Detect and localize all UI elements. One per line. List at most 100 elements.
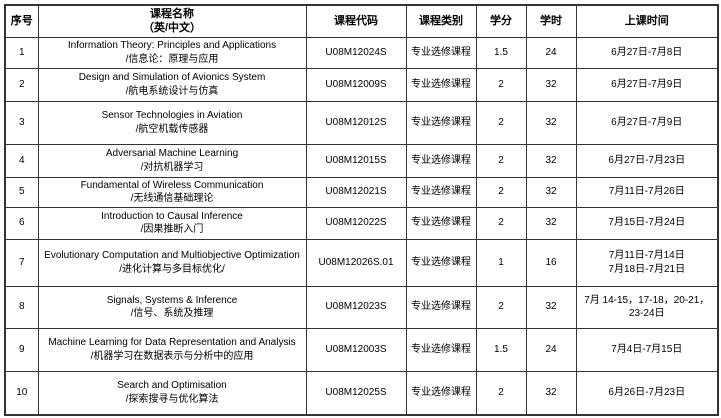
cell-course-name: Search and Optimisation /探索搜寻与优化算法 [37, 370, 307, 416]
col-header-course-code: 课程代码 [305, 4, 407, 38]
col-header-course-category: 课程类别 [405, 4, 477, 38]
table-row: 5 Fundamental of Wireless Communication … [4, 176, 719, 208]
cell-course-code: U08M12003S [305, 327, 407, 372]
course-name-zh: /因果推断入门 [140, 224, 204, 236]
cell-credits: 2 [475, 206, 527, 240]
course-name-en: Evolutionary Computation and Multiobject… [44, 250, 300, 262]
table-row: 9 Machine Learning for Data Representati… [4, 327, 719, 372]
cell-course-category: 专业选修课程 [405, 36, 477, 69]
cell-course-category: 专业选修课程 [405, 67, 477, 102]
cell-index: 7 [4, 238, 39, 287]
course-name-zh: /进化计算与多目标优化/ [119, 263, 225, 275]
table-row: 3 Sensor Technologies in Aviation /航空机载传… [4, 100, 719, 145]
cell-index: 10 [4, 370, 39, 416]
cell-course-code: U08M12026S.01 [305, 238, 407, 287]
cell-class-time: 6月26日-7月23日 [575, 370, 719, 416]
col-header-course-name-line2: （英/中文） [142, 22, 202, 35]
cell-course-category: 专业选修课程 [405, 176, 477, 208]
cell-course-code: U08M12021S [305, 176, 407, 208]
cell-course-name: Adversarial Machine Learning /对抗机器学习 [37, 143, 307, 178]
cell-course-category: 专业选修课程 [405, 370, 477, 416]
cell-class-time: 7月11日-7月26日 [575, 176, 719, 208]
cell-credits: 2 [475, 285, 527, 329]
cell-index: 3 [4, 100, 39, 145]
col-header-index: 序号 [4, 4, 39, 38]
cell-course-name: Introduction to Causal Inference /因果推断入门 [37, 206, 307, 240]
col-header-class-time: 上课时间 [575, 4, 719, 38]
cell-course-name: Evolutionary Computation and Multiobject… [37, 238, 307, 287]
course-name-en: Sensor Technologies in Aviation [101, 110, 243, 122]
course-schedule-table: 序号 课程名称 （英/中文） 课程代码 课程类别 学分 学时 上课时间 1 In… [4, 4, 719, 417]
course-name-en: Search and Optimisation [117, 380, 227, 392]
cell-course-category: 专业选修课程 [405, 100, 477, 145]
cell-class-time: 7月4日-7月15日 [575, 327, 719, 372]
table-row: 2 Design and Simulation of Avionics Syst… [4, 67, 719, 102]
cell-course-code: U08M12012S [305, 100, 407, 145]
course-name-en: Signals, Systems & Inference [106, 294, 238, 306]
cell-course-code: U08M12024S [305, 36, 407, 69]
course-name-zh: /无线通信基础理论 [130, 193, 214, 205]
cell-credits: 2 [475, 100, 527, 145]
cell-course-category: 专业选修课程 [405, 327, 477, 372]
cell-hours: 24 [525, 327, 577, 372]
cell-index: 6 [4, 206, 39, 240]
course-name-en: Adversarial Machine Learning [105, 148, 239, 160]
cell-hours: 24 [525, 36, 577, 69]
col-header-course-name-line1: 课程名称 [150, 8, 194, 20]
cell-class-time: 7月11日-7月14日 7月18日-7月21日 [575, 238, 719, 287]
cell-course-name: Design and Simulation of Avionics System… [37, 67, 307, 102]
cell-course-code: U08M12025S [305, 370, 407, 416]
course-name-zh: /探索搜寻与优化算法 [125, 393, 219, 405]
cell-course-code: U08M12022S [305, 206, 407, 240]
cell-course-name: Sensor Technologies in Aviation /航空机载传感器 [37, 100, 307, 145]
cell-hours: 32 [525, 100, 577, 145]
cell-class-time: 7月15日-7月24日 [575, 206, 719, 240]
course-name-zh: /航电系统设计与仿真 [125, 85, 219, 97]
cell-hours: 32 [525, 143, 577, 178]
cell-course-category: 专业选修课程 [405, 285, 477, 329]
cell-credits: 2 [475, 67, 527, 102]
course-name-zh: /对抗机器学习 [140, 161, 204, 173]
cell-course-code: U08M12015S [305, 143, 407, 178]
cell-index: 9 [4, 327, 39, 372]
cell-credits: 1.5 [475, 327, 527, 372]
cell-hours: 32 [525, 285, 577, 329]
cell-credits: 1 [475, 238, 527, 287]
cell-index: 2 [4, 67, 39, 102]
course-name-zh: /航空机载传感器 [135, 123, 209, 135]
cell-index: 4 [4, 143, 39, 178]
table-row: 10 Search and Optimisation /探索搜寻与优化算法 U0… [4, 370, 719, 416]
table-row: 7 Evolutionary Computation and Multiobje… [4, 238, 719, 287]
course-name-en: Introduction to Causal Inference [101, 210, 243, 222]
cell-class-time: 7月 14-15，17-18，20-21，23-24日 [575, 285, 719, 329]
course-name-en: Design and Simulation of Avionics System [78, 72, 266, 84]
cell-course-name: Information Theory: Principles and Appli… [37, 36, 307, 69]
cell-class-time: 6月27日-7月9日 [575, 67, 719, 102]
table-row: 8 Signals, Systems & Inference /信号、系统及推理… [4, 285, 719, 329]
cell-class-time: 6月27日-7月8日 [575, 36, 719, 69]
table-row: 6 Introduction to Causal Inference /因果推断… [4, 206, 719, 240]
cell-course-name: Fundamental of Wireless Communication /无… [37, 176, 307, 208]
cell-course-name: Machine Learning for Data Representation… [37, 327, 307, 372]
cell-hours: 32 [525, 67, 577, 102]
course-name-zh: /信号、系统及推理 [130, 308, 214, 320]
table-row: 1 Information Theory: Principles and App… [4, 36, 719, 69]
cell-index: 1 [4, 36, 39, 69]
cell-course-category: 专业选修课程 [405, 206, 477, 240]
cell-course-category: 专业选修课程 [405, 143, 477, 178]
col-header-course-name: 课程名称 （英/中文） [37, 4, 307, 38]
cell-course-code: U08M12023S [305, 285, 407, 329]
course-name-zh: /信息论：原理与应用 [125, 53, 219, 65]
cell-course-category: 专业选修课程 [405, 238, 477, 287]
cell-credits: 2 [475, 176, 527, 208]
course-name-en: Information Theory: Principles and Appli… [67, 40, 277, 52]
cell-hours: 32 [525, 206, 577, 240]
cell-credits: 2 [475, 143, 527, 178]
cell-hours: 32 [525, 176, 577, 208]
cell-index: 5 [4, 176, 39, 208]
cell-course-name: Signals, Systems & Inference /信号、系统及推理 [37, 285, 307, 329]
header-row: 序号 课程名称 （英/中文） 课程代码 课程类别 学分 学时 上课时间 [4, 4, 719, 38]
cell-class-time: 6月27日-7月23日 [575, 143, 719, 178]
col-header-hours: 学时 [525, 4, 577, 38]
cell-class-time: 6月27日-7月9日 [575, 100, 719, 145]
